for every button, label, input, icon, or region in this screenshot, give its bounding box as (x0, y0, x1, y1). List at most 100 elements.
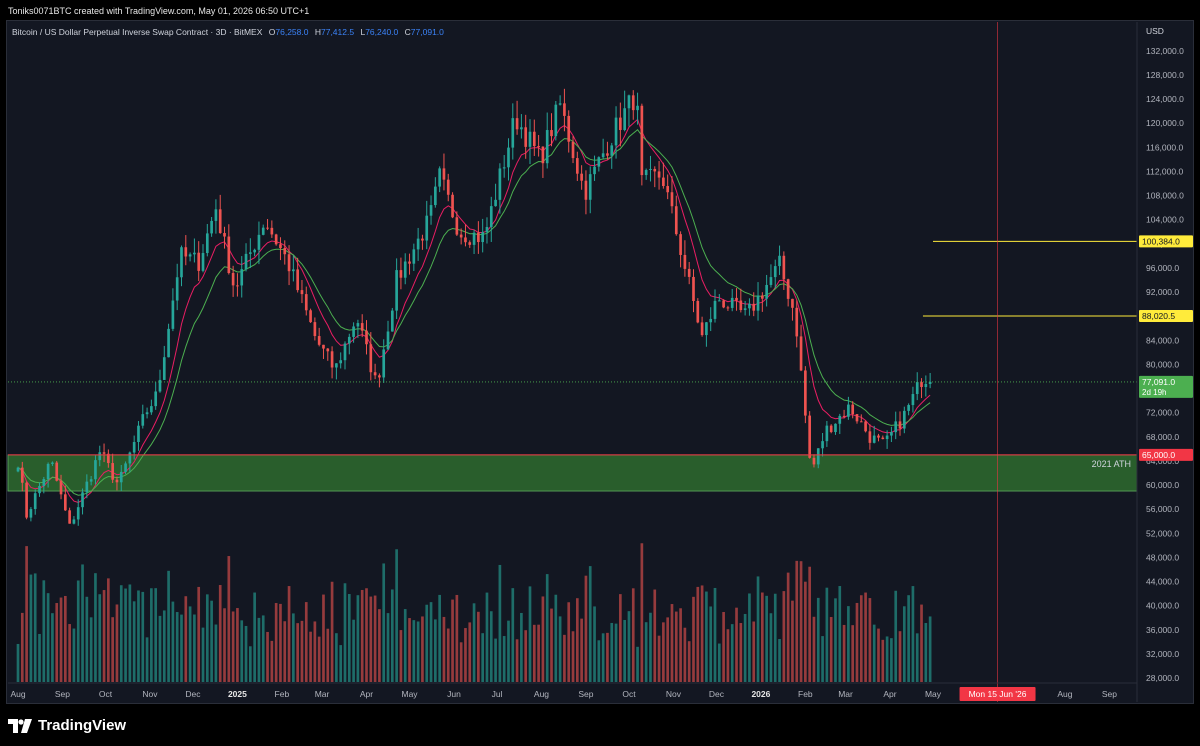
volume-bar (102, 590, 106, 682)
volume-bar (502, 636, 506, 682)
candle-body (477, 232, 480, 243)
candle-body (709, 318, 713, 323)
volume-bar (627, 611, 631, 682)
volume-bar (494, 638, 497, 682)
candle-body (571, 141, 575, 159)
candle-body (63, 494, 67, 511)
candle-body (85, 481, 89, 493)
volume-bar (597, 640, 601, 682)
price-tick-label: 104,000.0 (1146, 215, 1184, 225)
volume-bar (25, 546, 28, 682)
candle-body (623, 108, 626, 130)
volume-bar (554, 594, 558, 682)
high-label: H (314, 27, 321, 37)
volume-bar (408, 618, 411, 682)
volume-bar (369, 596, 373, 682)
candle-body (911, 394, 915, 406)
volume-bar (679, 608, 682, 682)
volume-bar (485, 592, 489, 682)
candle-body (175, 277, 179, 301)
volume-bar (193, 614, 196, 682)
volume-bar (72, 628, 76, 682)
candle-body (511, 118, 515, 148)
volume-bar (756, 576, 760, 682)
candle-body (25, 482, 28, 518)
ema-fast-line (17, 118, 931, 504)
candle-body (825, 425, 829, 442)
volume-bar (137, 590, 140, 682)
volume-bar (584, 575, 588, 682)
close-label: C (404, 27, 411, 37)
time-axis-layer: Aug Sep Oct Nov Dec 2025 Feb Mar Apr May Jun Jul Aug… (8, 682, 1137, 701)
volume-bar (748, 593, 751, 682)
candle-body (425, 215, 429, 241)
candle-body (451, 194, 454, 218)
volume-bar (778, 638, 781, 682)
volume-bar (696, 586, 700, 682)
candle-body (855, 414, 859, 422)
chart-frame[interactable] (6, 20, 1194, 704)
volume-bar (150, 588, 153, 682)
price-tick-label: 40,000.0 (1146, 601, 1179, 611)
volume-bar (524, 630, 528, 682)
candle-body (700, 322, 704, 336)
volume-bar (829, 617, 833, 682)
candle-body (356, 323, 360, 327)
volume-bar (115, 604, 119, 682)
candle-body (283, 247, 287, 255)
time-tick-label: May (925, 689, 942, 699)
time-tick-label: Feb (798, 689, 813, 699)
volume-bar (59, 597, 63, 682)
candle-body (107, 453, 110, 464)
volume-bar (145, 637, 149, 682)
candle-body (606, 153, 609, 156)
candle-body (593, 166, 596, 175)
time-tick-label: Mar (838, 689, 853, 699)
candle-body (890, 432, 893, 436)
candle-body (696, 300, 700, 323)
candle-body (765, 284, 768, 299)
volume-bar (890, 638, 893, 682)
volume-bar (825, 587, 829, 682)
tradingview-logo[interactable]: TradingView (8, 717, 126, 734)
candle-body (627, 95, 631, 109)
close-value: 77,091.0 (410, 27, 444, 37)
ath-zone (7, 454, 1138, 492)
candle-body (29, 509, 33, 518)
volume-bar (197, 586, 201, 682)
candle-body (98, 452, 102, 461)
price-tick-label: 44,000.0 (1146, 577, 1179, 587)
volume-bar (347, 594, 351, 682)
candle-body (304, 294, 308, 311)
candle-body (145, 412, 149, 415)
volume-bar (223, 608, 226, 682)
price-tick-label: 128,000.0 (1146, 70, 1184, 80)
candle-body (244, 253, 248, 270)
volume-bar (365, 588, 368, 682)
candle-body (791, 298, 794, 308)
volume-bar (808, 566, 811, 682)
candle-body (171, 300, 175, 329)
volume-bar (859, 595, 863, 682)
candle-body (201, 253, 205, 271)
volume-bar (313, 621, 317, 682)
volume-bar (761, 592, 764, 682)
volume-bar (674, 611, 678, 682)
candle-body (653, 168, 657, 172)
volume-bar (403, 609, 407, 682)
volume-bar (705, 591, 708, 682)
volume-bar (330, 581, 334, 682)
candle-body (322, 344, 325, 349)
volume-bar (657, 635, 661, 682)
price-tick-label: 48,000.0 (1146, 552, 1179, 562)
volume-bar (416, 621, 420, 682)
candle-body (924, 383, 928, 388)
open-value: 76,258.0 (275, 27, 309, 37)
volume-bar (261, 615, 265, 682)
volume-bar (451, 599, 454, 682)
time-tick-label: Dec (185, 689, 201, 699)
volume-bar (395, 549, 398, 682)
candle-body (636, 105, 639, 111)
candle-body (498, 168, 502, 200)
